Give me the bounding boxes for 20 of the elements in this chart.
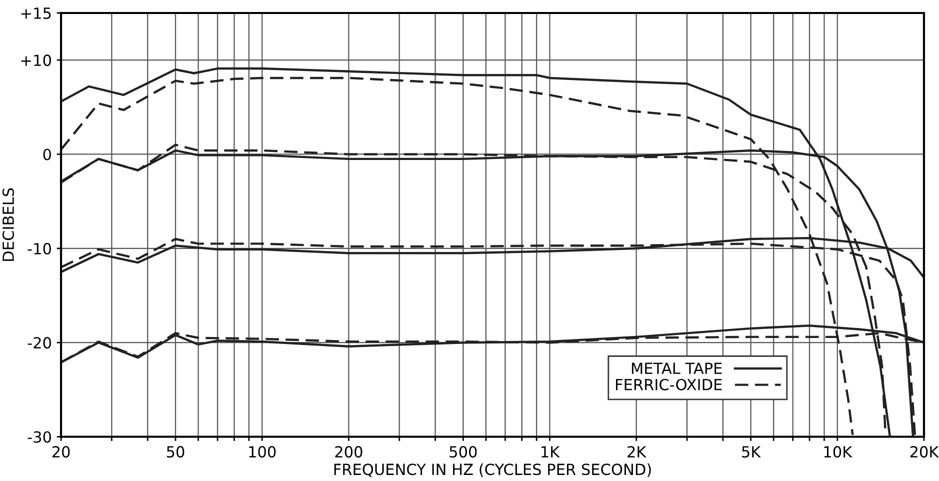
- x-tick-label: 100: [249, 446, 276, 458]
- x-tick-label: 2K: [628, 446, 647, 458]
- x-tick-label: 500: [450, 446, 477, 458]
- legend-label: FERRIC-OXIDE: [616, 378, 722, 390]
- x-tick-label: 20: [52, 446, 70, 458]
- y-tick-label: -30: [28, 431, 51, 443]
- legend-label: METAL TAPE: [632, 362, 722, 374]
- x-tick-label: 50: [166, 446, 184, 458]
- y-axis-title: DECIBELS: [2, 188, 14, 261]
- y-tick-label: +10: [21, 54, 51, 66]
- y-tick-label: 0: [43, 148, 51, 160]
- y-tick-label: -10: [28, 242, 51, 254]
- x-tick-label: 20K: [910, 446, 939, 458]
- y-tick-label: -20: [28, 337, 51, 349]
- x-tick-label: 5K: [742, 446, 761, 458]
- x-axis-title: FREQUENCY IN HZ (CYCLES PER SECOND): [334, 463, 651, 477]
- y-tick-label: +15: [21, 8, 51, 20]
- x-tick-label: 1K: [542, 446, 560, 458]
- x-tick-label: 10K: [824, 446, 852, 458]
- x-tick-label: 200: [335, 446, 362, 458]
